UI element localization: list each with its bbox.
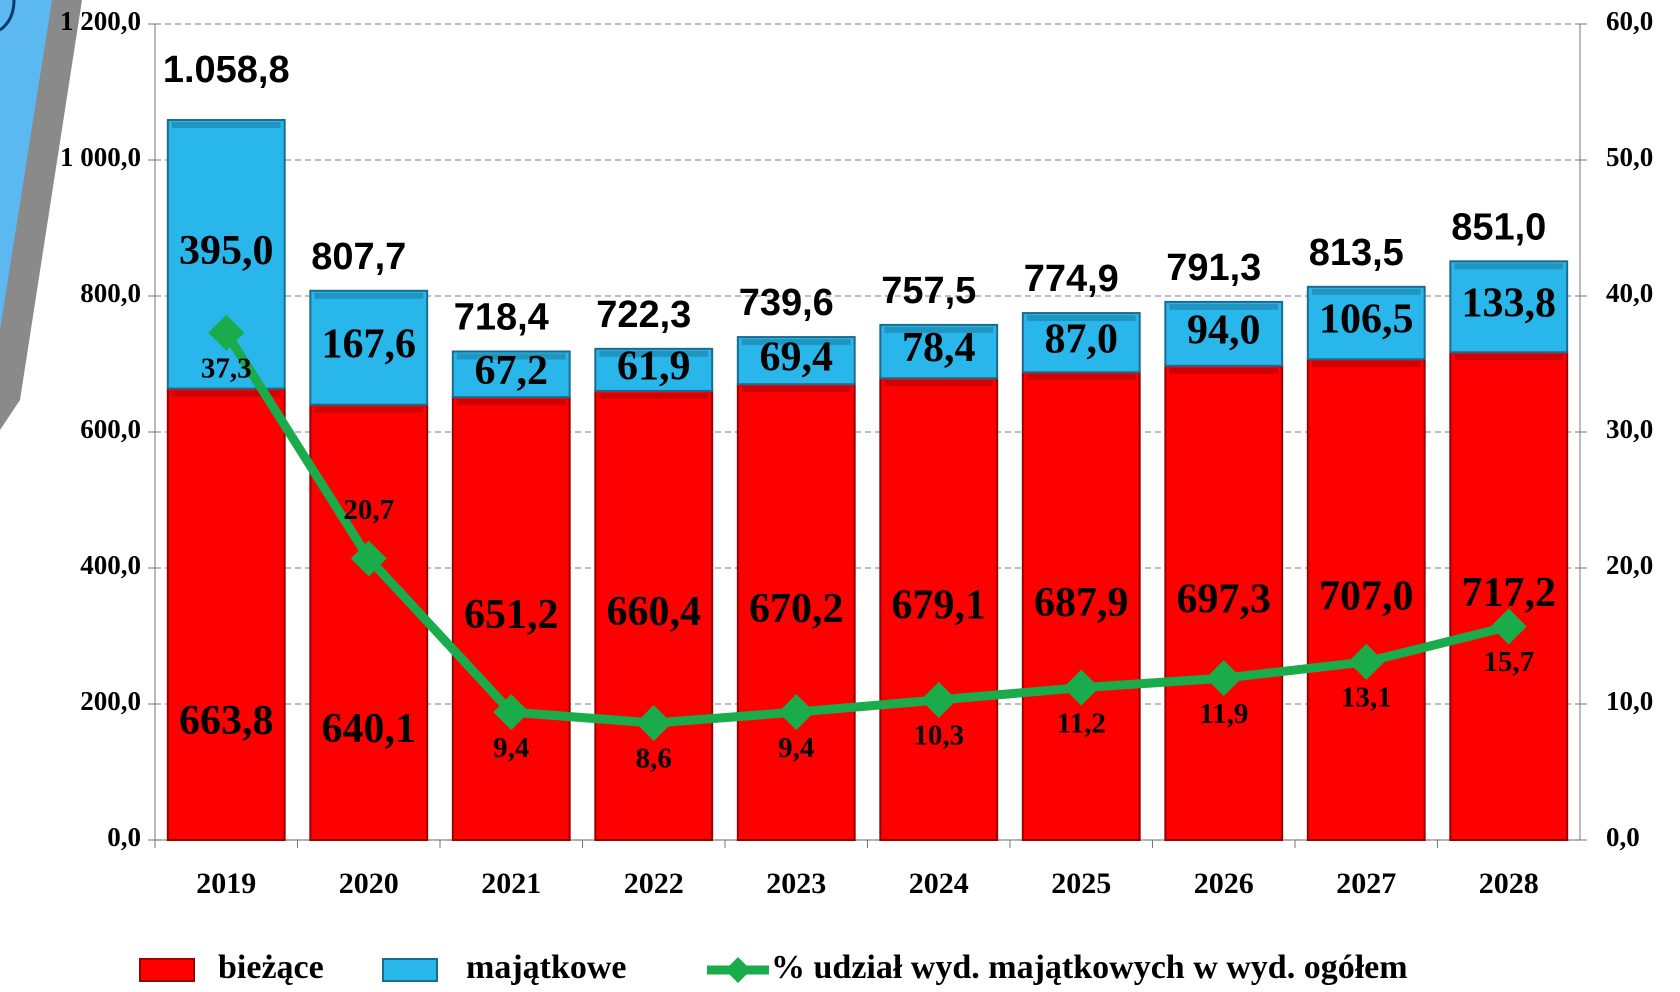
- legend-swatch: [383, 959, 437, 981]
- line-label: 9,4: [493, 732, 529, 764]
- bar-label: 679,1: [892, 583, 987, 629]
- bar-bevel: [314, 293, 423, 299]
- y2-tick-label: 40,0: [1606, 278, 1653, 308]
- y2-tick-label: 30,0: [1606, 414, 1653, 444]
- bar-bevel: [172, 122, 281, 128]
- total-label: 851,0: [1451, 206, 1546, 248]
- total-label: 739,6: [739, 282, 834, 324]
- bar-label: 697,3: [1177, 577, 1272, 623]
- bar-segment: [310, 405, 427, 840]
- bar-label: 133,8: [1462, 280, 1557, 326]
- legend-label: bieżące: [218, 949, 324, 986]
- total-label: 813,5: [1309, 232, 1404, 274]
- bar-label: 663,8: [179, 698, 274, 744]
- total-label: 722,3: [596, 294, 691, 336]
- bar-label: 69,4: [760, 334, 834, 380]
- y2-tick-label: 50,0: [1606, 142, 1653, 172]
- legend-swatch: [725, 957, 751, 983]
- legend-label: % udział wyd. majątkowych w wyd. ogółem: [771, 949, 1408, 986]
- line-label: 37,3: [201, 352, 252, 384]
- x-tick-label: 2021: [481, 867, 541, 900]
- bar-label: 94,0: [1187, 308, 1261, 354]
- bar-label: 67,2: [475, 348, 549, 394]
- y-tick-label: 400,0: [80, 550, 141, 580]
- line-label: 9,4: [778, 732, 814, 764]
- bar-label: 651,2: [464, 592, 559, 638]
- x-tick-label: 2028: [1479, 867, 1539, 900]
- line-label: 20,7: [343, 494, 394, 526]
- bar-bevel: [1312, 289, 1421, 295]
- total-label: 1.058,8: [163, 49, 290, 91]
- bar-bevel: [1454, 354, 1563, 360]
- bar-segment: [168, 389, 285, 840]
- legend-swatch: [140, 959, 194, 981]
- y2-tick-label: 0,0: [1606, 822, 1640, 852]
- line-label: 10,3: [913, 720, 964, 752]
- bar-label: 707,0: [1319, 573, 1414, 619]
- bar-label: 167,6: [322, 321, 417, 367]
- bar-bevel: [1027, 374, 1136, 380]
- bar-bevel: [599, 393, 708, 399]
- y-tick-label: 1 200,0: [60, 6, 141, 36]
- x-tick-label: 2025: [1051, 867, 1111, 900]
- bar-label: 87,0: [1045, 316, 1119, 362]
- bar-label: 106,5: [1319, 297, 1414, 343]
- total-label: 807,7: [311, 236, 406, 278]
- bar-label: 640,1: [322, 706, 417, 752]
- y2-tick-label: 10,0: [1606, 686, 1653, 716]
- bar-label: 670,2: [749, 586, 844, 632]
- line-label: 11,2: [1057, 707, 1106, 739]
- y-tick-label: 800,0: [80, 278, 141, 308]
- x-tick-label: 2022: [624, 867, 684, 900]
- x-tick-label: 2020: [339, 867, 399, 900]
- bar-label: 395,0: [179, 228, 274, 274]
- x-tick-label: 2026: [1194, 867, 1254, 900]
- y-tick-label: 0,0: [107, 822, 141, 852]
- bar-label: 61,9: [617, 344, 691, 390]
- bar-bevel: [1169, 368, 1278, 374]
- y2-tick-label: 20,0: [1606, 550, 1653, 580]
- y-tick-label: 200,0: [80, 686, 141, 716]
- bar-bevel: [314, 407, 423, 413]
- bar-label: 660,4: [607, 589, 702, 635]
- bar-label: 78,4: [902, 325, 976, 371]
- bar-label: 687,9: [1034, 580, 1129, 626]
- total-label: 718,4: [454, 297, 549, 339]
- line-label: 13,1: [1341, 681, 1392, 713]
- bar-bevel: [742, 386, 851, 392]
- y-tick-label: 1 000,0: [60, 142, 141, 172]
- bar-bevel: [884, 380, 993, 386]
- x-tick-label: 2024: [909, 867, 969, 900]
- x-tick-label: 2019: [196, 867, 256, 900]
- line-label: 15,7: [1483, 646, 1534, 678]
- chart: 0,0 200,0 400,0 600,0 800,0 1 000,0 1 200,0 0,0…: [0, 0, 1680, 992]
- x-tick-label: 2023: [766, 867, 826, 900]
- bar-bevel: [457, 399, 566, 405]
- bar-bevel: [1454, 263, 1563, 269]
- bar-bevel: [1312, 361, 1421, 367]
- total-label: 774,9: [1024, 258, 1119, 300]
- total-label: 791,3: [1166, 247, 1261, 289]
- x-tick-label: 2027: [1336, 867, 1396, 900]
- legend-label: majątkowe: [466, 949, 627, 986]
- line-label: 11,9: [1199, 698, 1248, 730]
- y2-tick-label: 60,0: [1606, 6, 1653, 36]
- line-label: 8,6: [636, 743, 672, 775]
- total-label: 757,5: [881, 270, 976, 312]
- y-tick-label: 600,0: [80, 414, 141, 444]
